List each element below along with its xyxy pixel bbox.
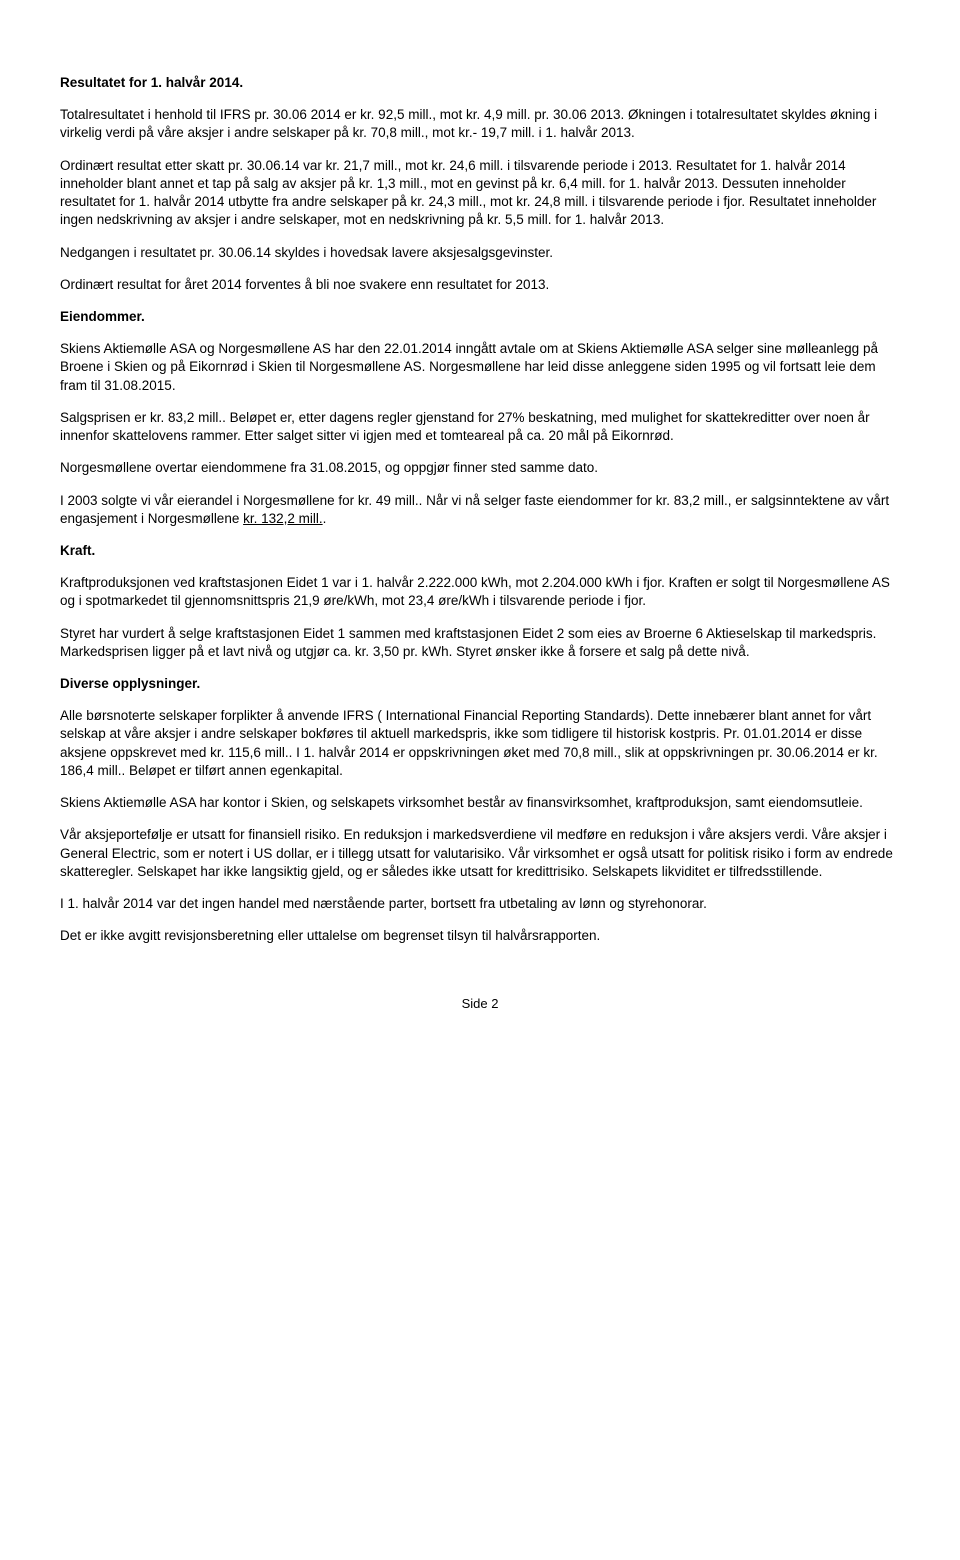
paragraph: Alle børsnoterte selskaper forplikter å …: [60, 707, 900, 780]
paragraph: Nedgangen i resultatet pr. 30.06.14 skyl…: [60, 244, 900, 262]
paragraph: Skiens Aktiemølle ASA og Norgesmøllene A…: [60, 340, 900, 395]
page-title: Resultatet for 1. halvår 2014.: [60, 74, 900, 92]
text-span: .: [323, 511, 327, 526]
section-heading-diverse: Diverse opplysninger.: [60, 675, 900, 693]
paragraph: Totalresultatet i henhold til IFRS pr. 3…: [60, 106, 900, 142]
paragraph: Styret har vurdert å selge kraftstasjone…: [60, 625, 900, 661]
paragraph: I 2003 solgte vi vår eierandel i Norgesm…: [60, 492, 900, 528]
paragraph: Ordinært resultat for året 2014 forvente…: [60, 276, 900, 294]
section-heading-eiendommer: Eiendommer.: [60, 308, 900, 326]
paragraph: Ordinært resultat etter skatt pr. 30.06.…: [60, 157, 900, 230]
paragraph: I 1. halvår 2014 var det ingen handel me…: [60, 895, 900, 913]
paragraph: Skiens Aktiemølle ASA har kontor i Skien…: [60, 794, 900, 812]
paragraph: Vår aksjeportefølje er utsatt for finans…: [60, 826, 900, 881]
paragraph: Salgsprisen er kr. 83,2 mill.. Beløpet e…: [60, 409, 900, 445]
text-span: I 2003 solgte vi vår eierandel i Norgesm…: [60, 493, 889, 526]
paragraph: Norgesmøllene overtar eiendommene fra 31…: [60, 459, 900, 477]
page-number: Side 2: [60, 995, 900, 1013]
paragraph: Det er ikke avgitt revisjonsberetning el…: [60, 927, 900, 945]
section-heading-kraft: Kraft.: [60, 542, 900, 560]
underlined-amount: kr. 132,2 mill.: [243, 511, 323, 526]
paragraph: Kraftproduksjonen ved kraftstasjonen Eid…: [60, 574, 900, 610]
